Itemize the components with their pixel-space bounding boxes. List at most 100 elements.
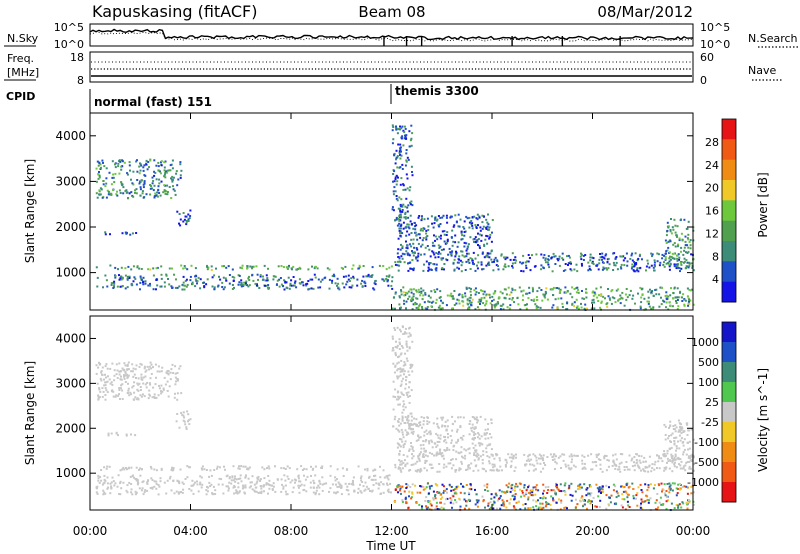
scatter-cell	[199, 287, 202, 290]
scatter-cell	[405, 149, 408, 151]
scatter-cell	[287, 276, 290, 279]
scatter-cell	[493, 501, 496, 504]
scatter-cell	[161, 390, 164, 393]
scatter-cell	[348, 280, 351, 282]
scatter-cell	[311, 278, 314, 281]
scatter-cell	[541, 497, 544, 500]
noise-search-trace	[89, 31, 694, 42]
scatter-cell	[411, 250, 413, 252]
scatter-cell	[684, 240, 687, 243]
scatter-cell	[131, 386, 134, 389]
scatter-cell	[429, 255, 432, 258]
scatter-cell	[403, 370, 406, 373]
scatter-cell	[512, 258, 515, 261]
scatter-cell	[259, 274, 262, 277]
scatter-cell	[166, 171, 169, 174]
scatter-cell	[467, 243, 470, 246]
scatter-cell	[404, 387, 407, 390]
scatter-cell	[647, 484, 650, 486]
scatter-cell	[468, 500, 471, 502]
scatter-cell	[559, 508, 562, 511]
scatter-cell	[555, 492, 557, 495]
scatter-cell	[637, 486, 640, 489]
scatter-cell	[180, 491, 182, 493]
velocity-y-axis-label: Slant Range [km]	[23, 361, 37, 465]
scatter-cell	[690, 454, 692, 457]
scatter-cell	[126, 277, 129, 280]
scatter-cell	[411, 457, 414, 460]
scatter-cell	[412, 269, 415, 272]
scatter-cell	[404, 164, 407, 167]
scatter-cell	[675, 302, 678, 304]
scatter-cell	[480, 263, 483, 266]
scatter-cell	[427, 506, 430, 509]
scatter-cell	[185, 220, 188, 222]
scatter-cell	[392, 180, 394, 183]
scatter-cell	[686, 244, 689, 247]
scatter-cell	[524, 463, 526, 466]
colorbar-tick-label: 4	[712, 273, 719, 286]
scatter-cell	[414, 228, 417, 231]
scatter-cell	[419, 485, 422, 487]
scatter-cell	[153, 393, 156, 396]
scatter-cell	[409, 186, 412, 189]
scatter-cell	[625, 252, 628, 255]
scatter-cell	[99, 377, 102, 380]
scatter-cell	[416, 256, 419, 259]
scatter-cell	[557, 456, 560, 459]
scatter-cell	[294, 478, 296, 481]
scatter-cell	[467, 260, 470, 263]
scatter-cell	[120, 278, 123, 281]
scatter-cell	[468, 261, 471, 264]
scatter-cell	[493, 260, 495, 263]
scatter-cell	[417, 307, 420, 310]
scatter-cell	[496, 259, 499, 262]
scatter-cell	[560, 467, 562, 469]
scatter-cell	[405, 134, 408, 137]
scatter-cell	[460, 264, 463, 267]
scatter-cell	[208, 481, 211, 484]
scatter-cell	[562, 258, 565, 261]
scatter-cell	[373, 475, 375, 477]
scatter-cell	[605, 494, 608, 497]
scatter-cell	[513, 470, 516, 472]
scatter-cell	[531, 463, 534, 466]
scatter-cell	[246, 267, 249, 270]
scatter-cell	[409, 201, 411, 204]
scatter-cell	[665, 297, 668, 300]
y-tick-label: 3000	[55, 376, 86, 390]
scatter-cell	[105, 196, 108, 199]
scatter-cell	[566, 290, 569, 293]
scatter-cell	[606, 261, 609, 263]
scatter-cell	[147, 479, 150, 482]
scatter-cell	[397, 269, 400, 272]
scatter-cell	[679, 464, 682, 467]
scatter-cell	[527, 507, 530, 510]
scatter-cell	[659, 496, 662, 499]
scatter-cell	[157, 169, 160, 172]
scatter-cell	[567, 464, 570, 467]
scatter-cell	[558, 257, 561, 260]
scatter-cell	[527, 498, 530, 501]
scatter-cell	[160, 172, 162, 175]
scatter-cell	[401, 440, 404, 443]
scatter-cell	[498, 489, 501, 492]
scatter-cell	[133, 373, 136, 376]
scatter-cell	[437, 306, 440, 309]
scatter-cell	[419, 491, 422, 494]
scatter-cell	[543, 462, 545, 464]
scatter-cell	[155, 482, 158, 485]
scatter-cell	[541, 456, 544, 459]
scatter-cell	[526, 292, 529, 295]
scatter-cell	[146, 381, 148, 384]
scatter-cell	[553, 255, 556, 258]
scatter-cell	[577, 288, 579, 291]
scatter-cell	[688, 447, 691, 450]
scatter-cell	[420, 253, 422, 256]
scatter-cell	[591, 299, 594, 302]
scatter-cell	[172, 188, 175, 191]
scatter-cell	[145, 386, 148, 389]
scatter-cell	[534, 486, 537, 489]
scatter-cell	[439, 245, 442, 248]
scatter-cell	[182, 414, 185, 417]
